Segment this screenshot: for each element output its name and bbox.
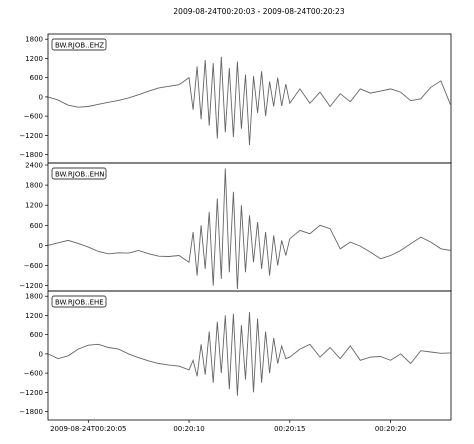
y-tick-label: 1800 <box>25 293 43 301</box>
y-tick-label: 0 <box>39 242 43 250</box>
y-tick-label: −1200 <box>19 282 43 290</box>
panel-2: −1200 −600 0 600 1200 1800 2400 BW.RJOB..EHN <box>19 162 452 292</box>
y-tick-label: 600 <box>30 331 43 339</box>
y-tick-label: −1800 <box>19 151 43 159</box>
y-tick-label: −1200 <box>19 132 43 140</box>
x-tick-label: 00:20:20 <box>375 425 406 433</box>
legend-box <box>51 38 107 51</box>
y-tick-label: 1200 <box>25 202 43 210</box>
y-tick-label: −600 <box>24 113 43 121</box>
shared-x-axis: 2009-08-24T00:20:05 00:20:10 00:20:15 00:20… <box>50 420 406 433</box>
legend: BW.RJOB..EHZ <box>51 38 107 51</box>
legend-box <box>51 295 107 308</box>
panel-3: −1800 −1200 −600 0 600 1200 1800 BW.RJOB..EHE <box>19 290 452 421</box>
panel-frame <box>47 162 452 292</box>
y-tick-label: 2400 <box>25 162 43 170</box>
x-tick-label: 00:20:15 <box>274 425 305 433</box>
y-tick-label: 0 <box>39 350 43 358</box>
panel-frame <box>47 290 452 421</box>
waveform-line <box>47 168 452 290</box>
y-tick-label: 1800 <box>25 182 43 190</box>
legend-label: BW.RJOB..EHN <box>55 171 105 179</box>
legend-label: BW.RJOB..EHZ <box>55 42 104 50</box>
y-tick-label: −1200 <box>19 389 43 397</box>
y-tick-label: −600 <box>24 262 43 270</box>
y-tick-label: 600 <box>30 222 43 230</box>
legend-box <box>51 167 107 180</box>
y-tick-label: 0 <box>39 93 43 101</box>
legend-label: BW.RJOB..EHE <box>55 299 104 307</box>
legend: BW.RJOB..EHN <box>51 167 107 180</box>
y-tick-label: 1800 <box>25 36 43 44</box>
y-tick-label: 1200 <box>25 55 43 63</box>
figure-title: 2009-08-24T00:20:03 - 2009-08-24T00:20:2… <box>173 7 344 16</box>
x-tick-label: 00:20:10 <box>173 425 204 433</box>
waveform-line <box>47 56 452 146</box>
panel-1: −1800 −1200 −600 0 600 1200 1800 BW.RJOB..EHZ <box>19 33 452 164</box>
y-tick-label: −600 <box>24 370 43 378</box>
x-tick-label: 2009-08-24T00:20:05 <box>50 425 126 433</box>
y-tick-label: 600 <box>30 74 43 82</box>
waveform-line <box>47 312 452 396</box>
legend: BW.RJOB..EHE <box>51 295 107 308</box>
panels-group: −1800−1200−600060012001800BW.RJOB..EHZ−1… <box>19 33 452 421</box>
y-tick-label: −1800 <box>19 408 43 416</box>
y-tick-label: 1200 <box>25 312 43 320</box>
